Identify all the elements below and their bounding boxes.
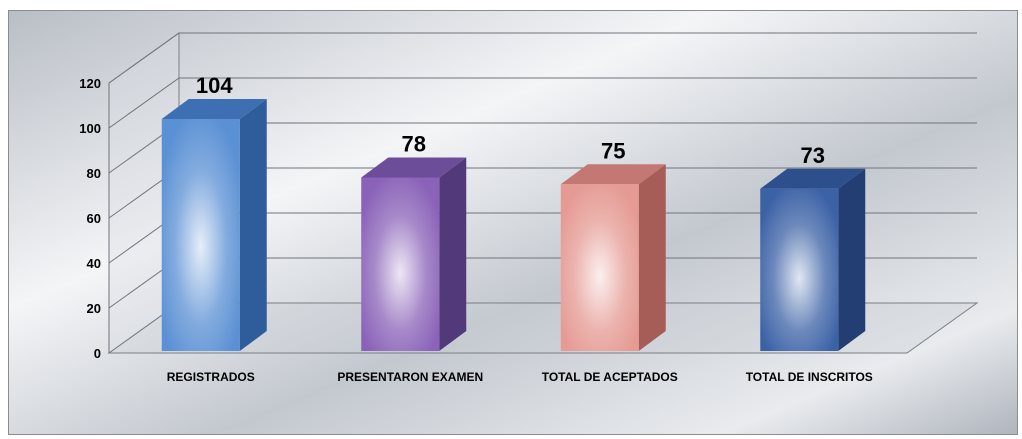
data-label: 78: [402, 132, 426, 157]
bar-highlight: [560, 184, 639, 351]
category-label: TOTAL DE INSCRITOS: [746, 370, 873, 384]
bar: [760, 168, 866, 351]
bar-top: [760, 168, 866, 189]
bar-side: [439, 157, 467, 351]
bar: [560, 164, 666, 351]
bar-side: [239, 99, 267, 351]
floor: [107, 302, 979, 354]
category-label: REGISTRADOS: [167, 370, 255, 384]
y-tick-label: 0: [94, 346, 101, 361]
category-label: TOTAL DE ACEPTADOS: [542, 370, 678, 384]
bar-top: [361, 157, 467, 178]
data-label: 75: [601, 138, 625, 163]
data-label: 104: [196, 73, 233, 98]
bar-top: [560, 164, 666, 185]
y-tick-label: 80: [87, 166, 101, 181]
y-tick-label: 100: [79, 121, 101, 136]
y-tick-label: 60: [87, 211, 101, 226]
category-label: PRESENTARON EXAMEN: [337, 370, 483, 384]
bar-highlight: [760, 188, 839, 351]
y-tick-label: 20: [87, 301, 101, 316]
bar-highlight: [361, 177, 440, 351]
y-tick-label: 40: [87, 256, 101, 271]
bar-side: [838, 168, 866, 351]
bar-highlight: [161, 119, 240, 351]
bar-side: [638, 164, 666, 351]
bar-top: [161, 99, 267, 119]
data-label: 73: [801, 143, 825, 168]
gridline: [108, 77, 977, 129]
bar-chart: 0 20 40 60 80 100 120 104 78 75 73 REGISTRADOS PRE…: [9, 11, 1017, 434]
bar: [361, 157, 467, 351]
bar: [161, 99, 267, 351]
gridline: [108, 32, 977, 84]
y-tick-label: 120: [79, 76, 101, 91]
chart-area: 0 20 40 60 80 100 120 104 78 75 73 REGISTRADOS PRE…: [8, 10, 1018, 435]
